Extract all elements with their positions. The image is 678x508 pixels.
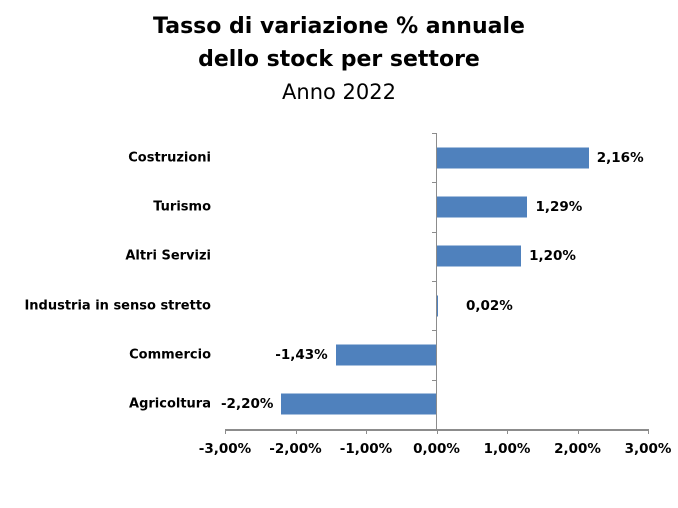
bar-row: Altri Servizi 1,20% <box>125 232 648 281</box>
category-label: Altri Servizi <box>125 248 211 264</box>
category-axis-tick <box>431 330 437 332</box>
x-axis-tick <box>366 429 367 434</box>
bar <box>281 393 437 415</box>
chart-title-line-2: dello stock per settore <box>198 47 480 72</box>
category-label: Turismo <box>153 199 211 215</box>
x-axis-tick <box>648 429 649 434</box>
x-axis-tick <box>577 429 579 434</box>
x-tick-label: 2,00% <box>554 441 601 457</box>
bar-row: Costruzioni 2,16% <box>128 133 648 182</box>
value-label: 2,16% <box>596 149 644 166</box>
value-label: 0,02% <box>466 297 513 314</box>
plot-area: Costruzioni 2,16% Turismo 1,29% Altri Serviz… <box>24 133 649 434</box>
x-axis-tick <box>507 429 508 434</box>
value-label: -1,43% <box>275 346 328 363</box>
bar <box>436 295 438 317</box>
x-axis-tick <box>295 429 297 434</box>
category-axis-tick <box>431 281 437 282</box>
bar-row: Turismo 1,29% <box>153 182 648 231</box>
category-label: Costruzioni <box>128 150 211 166</box>
value-label: 1,20% <box>529 248 576 265</box>
category-axis-tick <box>431 133 437 134</box>
category-axis-tick <box>431 182 437 184</box>
bar <box>436 147 589 169</box>
value-label: -2,20% <box>220 396 274 413</box>
category-axis-tick <box>431 231 437 233</box>
x-axis-tick <box>436 429 438 434</box>
x-tick-label: -3,00% <box>198 441 252 457</box>
category-label: Commercio <box>129 347 211 363</box>
chart-subtitle: Anno 2022 <box>282 80 396 104</box>
chart-title-block: Tasso di variazione % annuale dello stoc… <box>0 10 678 108</box>
x-axis-tick <box>225 429 226 434</box>
chart-title-line-1: Tasso di variazione % annuale <box>153 14 525 39</box>
bar-row: Commercio -1,43% <box>129 330 648 379</box>
bar <box>436 196 528 218</box>
bar-row: Industria in senso stretto 0,02% <box>24 281 648 330</box>
value-label: 1,29% <box>535 198 583 215</box>
category-label: Industria in senso stretto <box>24 298 211 314</box>
zero-axis-line <box>435 133 438 429</box>
x-tick-label: 1,00% <box>483 441 531 457</box>
x-tick-label: -2,00% <box>269 441 322 457</box>
x-tick-label: 0,00% <box>413 441 460 457</box>
x-tick-label: 3,00% <box>624 441 672 457</box>
category-axis-tick <box>431 379 437 381</box>
category-label: Agricoltura <box>129 396 211 412</box>
bar <box>335 344 437 366</box>
x-tick-label: -1,00% <box>339 441 393 457</box>
bar-row: Agricoltura -2,20% <box>129 380 648 429</box>
bar <box>436 245 522 267</box>
